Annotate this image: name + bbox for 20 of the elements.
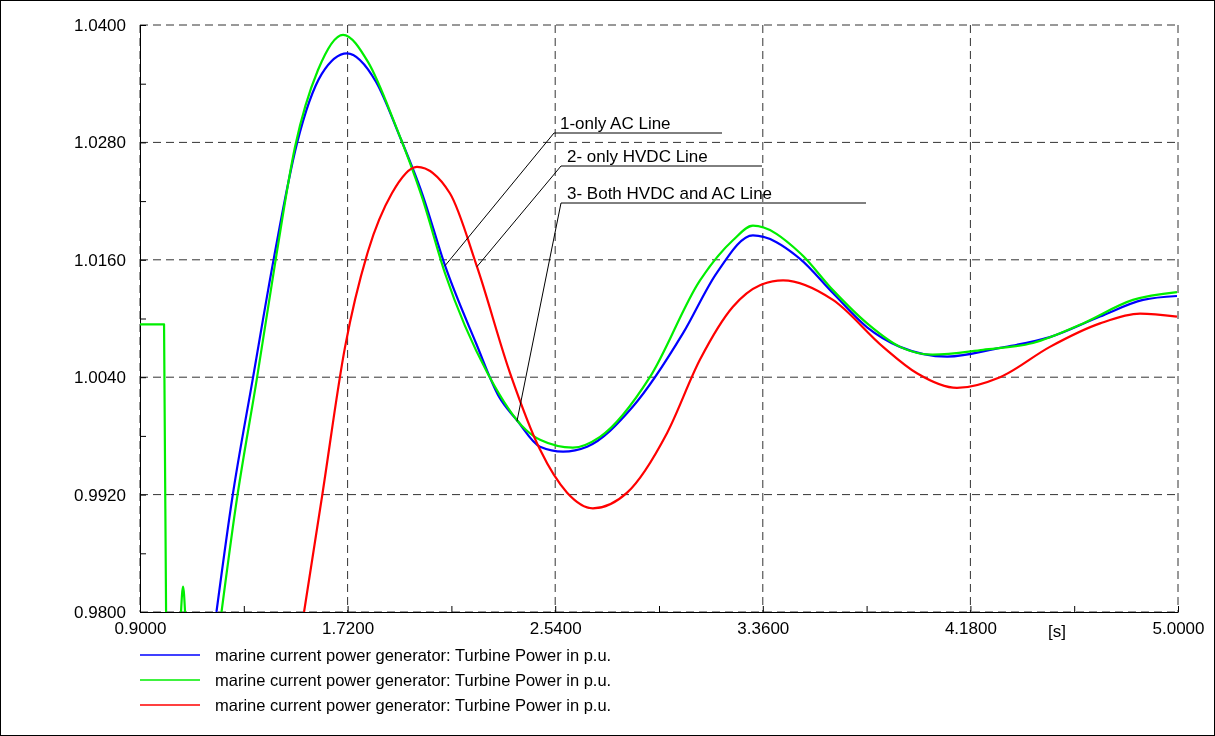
legend-label: marine current power generator: Turbine Power in p.u. [215,646,612,664]
x-tick-label: 0.9000 [114,619,167,639]
x-tick-label: 3.3600 [737,619,790,639]
y-tick-label: 1.0160 [74,250,126,270]
y-tick-label: 1.0040 [74,368,126,388]
x-tick-label: 5.0000 [1152,619,1205,639]
legend-label: marine current power generator: Turbine Power in p.u. [215,671,612,689]
line-series [302,165,1178,612]
x-tick-label: 2.5400 [529,619,582,639]
annotation: 2- only HVDC Line [567,147,708,166]
x-tick-label: 1.7200 [322,619,375,639]
y-tick-label: 1.0280 [74,133,126,153]
x-tick-label: 4.1800 [944,619,997,639]
y-tick-label: 0.9800 [74,602,126,622]
x-axis-title: [s] [1048,622,1066,641]
y-tick-label: 1.0400 [74,15,126,35]
y-tick-label: 0.9920 [74,485,126,505]
legend-label: marine current power generator: Turbine Power in p.u. [215,696,612,714]
annotation: 1-only AC Line [560,114,671,133]
annotation: 3- Both HVDC and AC Line [567,184,773,203]
